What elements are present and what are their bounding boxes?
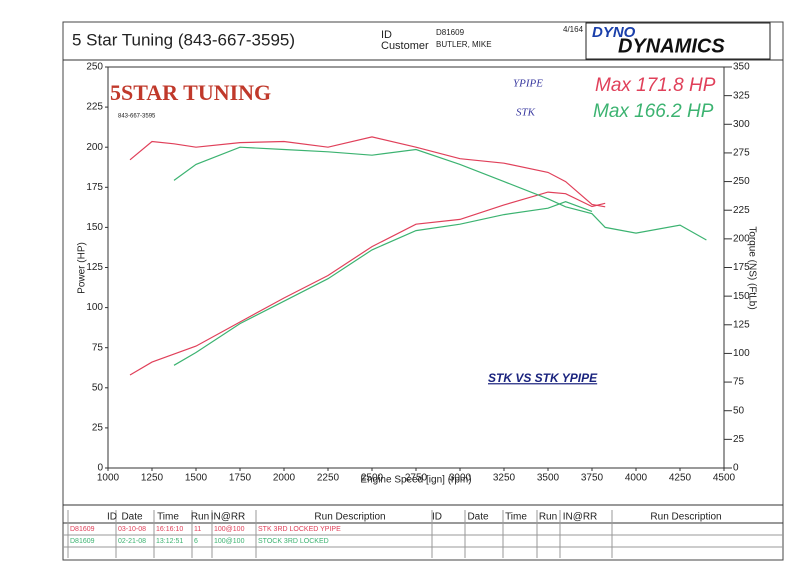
chart-logo: 5STAR TUNING (110, 80, 271, 105)
x-tick-label: 2000 (273, 473, 296, 484)
table-header: Run (191, 512, 209, 523)
x-axis-label: Engine Speed [ign] (rpm) (360, 475, 471, 486)
x-tick-label: 4250 (669, 473, 692, 484)
table-cell: D81609 (70, 526, 95, 533)
table-cell: 100@100 (214, 538, 245, 545)
x-tick-label: 1250 (141, 473, 164, 484)
table-header: Time (157, 512, 179, 523)
table-cell: 11 (194, 526, 201, 533)
customer: BUTLER, MIKE (436, 40, 492, 49)
y2-tick-label: 175 (733, 262, 750, 273)
table-cell: STOCK 3RD LOCKED (258, 538, 329, 545)
logo-box (585, 22, 771, 60)
x-tick-label: 1500 (185, 473, 208, 484)
y2-tick-label: 125 (733, 319, 750, 330)
run-table: ID Date Time Run IN@RR Run Description ID Date T… (63, 510, 783, 558)
series-line (129, 136, 606, 208)
chart-logo-phone: 843-667-3595 (118, 114, 156, 120)
id: D81609 (436, 28, 465, 37)
y-tick-label: 100 (86, 302, 103, 313)
annotation: Max 166.2 HP (593, 101, 714, 122)
series-line (173, 146, 707, 241)
table-header: IN@RR (563, 512, 598, 523)
x-tick-label: 2250 (317, 473, 340, 484)
y-tick-label: 200 (86, 142, 103, 153)
y2-tick-label: 350 (733, 62, 750, 73)
annotation: Max 171.8 HP (595, 75, 716, 96)
series-line (173, 201, 593, 366)
y2-tick-label: 225 (733, 205, 750, 216)
x-tick-label: 3750 (581, 473, 604, 484)
x-tick-label: 2500 (361, 473, 384, 484)
plot-frame (107, 66, 725, 469)
frame (62, 21, 784, 561)
series-line (129, 191, 606, 376)
y2-tick-label: 325 (733, 90, 750, 101)
x-tick-label: 3500 (537, 473, 560, 484)
y2-tick-label: 250 (733, 176, 750, 187)
x-tick-label: 3250 (493, 473, 516, 484)
y2-tick-label: 75 (733, 377, 745, 388)
page-number: 4/164 (563, 25, 584, 34)
x-tick-label: 3000 (449, 473, 472, 484)
table-header: ID (107, 512, 117, 523)
annotation: STK (516, 107, 536, 119)
y2-tick-label: 275 (733, 148, 750, 159)
table-header: Run Description (314, 512, 385, 523)
y-tick-label: 250 (86, 62, 103, 73)
title: 5 Star Tuning (843-667-3595) (72, 30, 295, 49)
table-cell: 13:12:51 (156, 538, 183, 545)
annotation: STK VS STK YPIPE (488, 371, 598, 385)
y-tick-label: 50 (92, 382, 104, 393)
table-header: Date (121, 512, 143, 523)
x-tick-label: 4000 (625, 473, 648, 484)
id-label: ID (381, 29, 392, 41)
y-tick-label: 75 (92, 342, 104, 353)
y2-tick-label: 25 (733, 434, 745, 445)
y2-tick-label: 300 (733, 119, 750, 130)
x-tick-label: 2750 (405, 473, 428, 484)
table-header: Run Description (650, 512, 721, 523)
table-cell: 02-21-08 (118, 538, 146, 545)
table-cell: D81609 (70, 538, 95, 545)
logo-bottom: DYNAMICS (618, 35, 725, 57)
x-tick-label: 1750 (229, 473, 252, 484)
y2-tick-label: 0 (733, 463, 739, 474)
table-cell: STK 3RD LOCKED YPIPE (258, 526, 341, 533)
table-cell: 100@100 (214, 526, 245, 533)
y-tick-label: 0 (97, 463, 103, 474)
table-header: Run (539, 512, 557, 523)
y-tick-label: 225 (86, 102, 103, 113)
y-tick-label: 175 (86, 182, 103, 193)
y-axis-label: Power (HP) (77, 242, 88, 294)
y2-tick-label: 50 (733, 405, 745, 416)
y-tick-label: 125 (86, 262, 103, 273)
table-header: Date (467, 512, 489, 523)
annotation: YPIPE (513, 78, 543, 90)
customer-label: Customer (381, 40, 429, 52)
y2-axis-label: Torque (NS) (FtLb) (746, 226, 757, 309)
logo-top: DYNO (592, 24, 636, 41)
table-header: IN@RR (211, 512, 246, 523)
table-cell: 16:16:10 (156, 526, 183, 533)
y2-tick-label: 150 (733, 291, 750, 302)
x-tick-label: 1000 (97, 473, 120, 484)
table-cell: 6 (194, 538, 198, 545)
y2-tick-label: 100 (733, 348, 750, 359)
table-cell: 03-10-08 (118, 526, 146, 533)
y-tick-label: 25 (92, 423, 104, 434)
y2-tick-label: 200 (733, 233, 750, 244)
table-header: Time (505, 512, 527, 523)
x-tick-label: 4500 (713, 473, 736, 484)
table-header: ID (432, 512, 442, 523)
y-tick-label: 150 (86, 222, 103, 233)
